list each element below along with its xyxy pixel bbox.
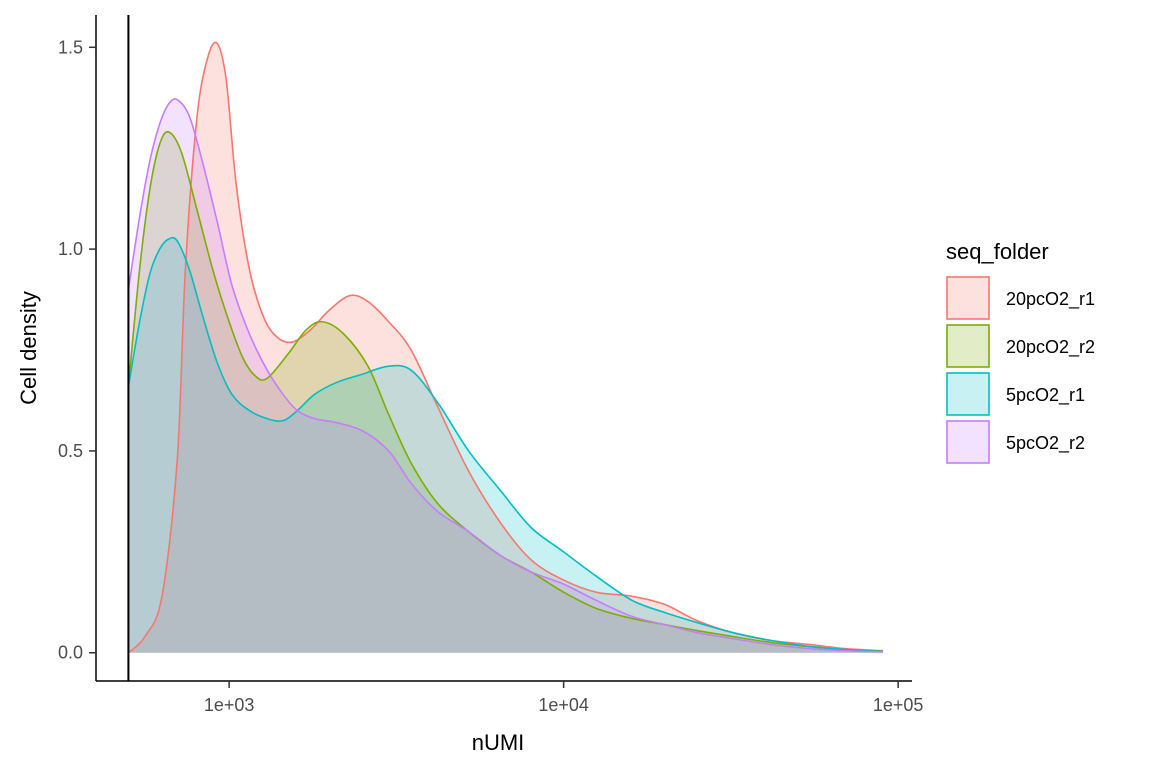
legend-key-5pcO2_r1	[946, 372, 990, 416]
density-lines	[127, 41, 883, 654]
x-axis-title: nUMI	[472, 730, 525, 755]
x-axis-ticks: 1e+03 1e+04 1e+05	[204, 681, 924, 715]
legend-label-20pcO2_r2: 20pcO2_r2	[1006, 337, 1095, 358]
y-tick-label: 0.5	[58, 441, 83, 461]
density-line-20pcO2_r2	[127, 131, 883, 652]
density-area-5pcO2_r2	[128, 98, 883, 653]
y-tick-label: 1.0	[58, 239, 83, 259]
y-axis-title: Cell density	[16, 291, 41, 405]
density-line-20pcO2_r1	[127, 41, 883, 654]
x-tick-label: 1e+05	[873, 695, 924, 715]
legend-label-5pcO2_r2: 5pcO2_r2	[1006, 433, 1085, 454]
legend-items: 20pcO2_r1 20pcO2_r2 5pcO2_r1 5pcO2_r2	[946, 276, 1095, 464]
density-area-5pcO2_r1	[128, 237, 883, 653]
density-line-5pcO2_r1	[127, 236, 883, 653]
density-fills	[128, 42, 883, 653]
legend: seq_folder 20pcO2_r1 20pcO2_r2 5pcO2_r1 5pc…	[946, 239, 1095, 464]
y-tick-label: 1.5	[58, 37, 83, 57]
density-area-20pcO2_r1	[128, 42, 883, 653]
legend-label-5pcO2_r1: 5pcO2_r1	[1006, 385, 1085, 406]
legend-label-20pcO2_r1: 20pcO2_r1	[1006, 289, 1095, 310]
y-axis-ticks: 0.0 0.5 1.0 1.5	[58, 37, 96, 663]
x-tick-label: 1e+04	[538, 695, 589, 715]
legend-title: seq_folder	[946, 239, 1049, 264]
legend-key-5pcO2_r2	[946, 420, 990, 464]
y-tick-label: 0.0	[58, 643, 83, 663]
density-line-5pcO2_r2	[127, 98, 883, 653]
legend-key-20pcO2_r2	[946, 324, 990, 368]
legend-key-20pcO2_r1	[946, 276, 990, 320]
density-area-20pcO2_r2	[128, 131, 883, 653]
x-tick-label: 1e+03	[204, 695, 255, 715]
